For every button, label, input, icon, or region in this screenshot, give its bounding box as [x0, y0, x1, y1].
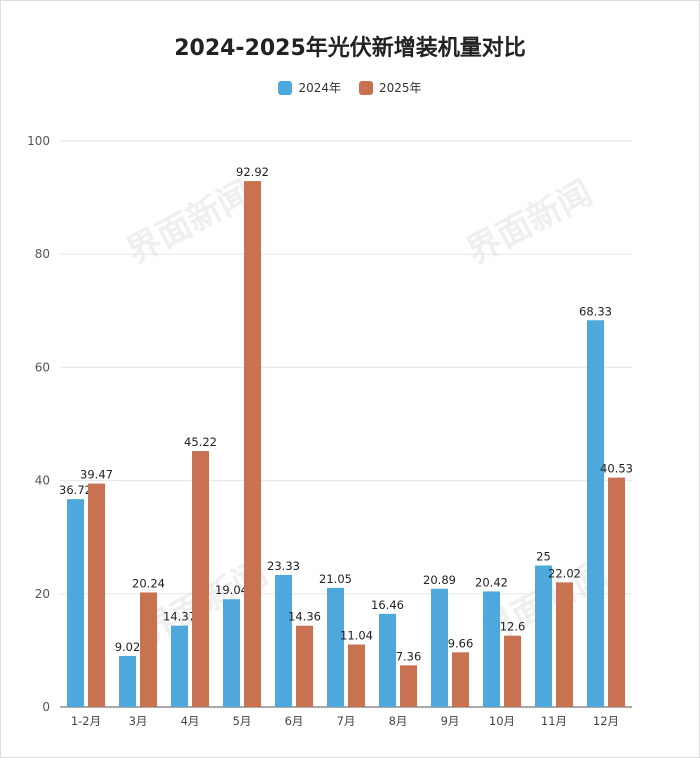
x-tick-label-9: 11月	[541, 714, 567, 728]
y-tick-label-1: 20	[35, 587, 50, 601]
data-label-2025-9: 22.02	[548, 566, 581, 580]
data-label-2025-2: 45.22	[184, 435, 217, 449]
x-tick-label-2: 4月	[181, 714, 200, 728]
x-tick-label-10: 12月	[593, 714, 619, 728]
bar-2024-3[interactable]	[223, 599, 240, 707]
bar-2024-1[interactable]	[119, 655, 136, 707]
bar-2025-2[interactable]	[192, 451, 209, 707]
x-tick-label-4: 6月	[285, 714, 304, 728]
data-label-2024-9: 25	[536, 550, 551, 564]
data-label-2024-6: 16.46	[371, 598, 404, 612]
x-tick-label-3: 5月	[233, 714, 252, 728]
bar-2024-8[interactable]	[483, 591, 500, 707]
y-tick-label-2: 40	[35, 474, 50, 488]
bar-2025-4[interactable]	[296, 625, 313, 707]
data-label-2025-8: 12.6	[500, 620, 526, 634]
legend-swatch-2024	[278, 80, 293, 95]
bar-2025-0[interactable]	[88, 483, 105, 707]
bar-2025-10[interactable]	[608, 477, 625, 707]
data-label-2024-10: 68.33	[579, 304, 612, 318]
x-tick-label-1: 3月	[129, 714, 148, 728]
y-tick-label-0: 0	[42, 700, 50, 714]
bar-2024-5[interactable]	[327, 587, 344, 707]
legend-swatch-2025	[359, 80, 373, 95]
x-tick-label-5: 7月	[337, 714, 356, 728]
bar-2025-6[interactable]	[400, 665, 417, 707]
bar-2025-1[interactable]	[140, 592, 157, 707]
y-tick-label-4: 80	[35, 247, 50, 261]
legend-item-2024[interactable]: 2024年	[278, 79, 341, 96]
bar-2025-5[interactable]	[348, 644, 365, 707]
data-label-2025-0: 39.47	[80, 468, 113, 482]
bar-2024-2[interactable]	[171, 625, 188, 707]
data-label-2025-10: 40.53	[600, 462, 633, 476]
bar-2025-8[interactable]	[504, 635, 521, 707]
bar-2024-0[interactable]	[67, 499, 84, 707]
y-tick-label-3: 60	[35, 360, 50, 374]
legend: 2024年 2025年	[0, 79, 700, 96]
x-tick-label-6: 8月	[389, 714, 408, 728]
data-label-2025-7: 9.66	[448, 636, 474, 650]
data-label-2025-1: 20.24	[132, 576, 165, 590]
legend-item-2025[interactable]: 2025年	[359, 79, 422, 96]
legend-label-2025: 2025年	[379, 81, 422, 95]
data-label-2025-4: 14.36	[288, 610, 321, 624]
data-label-2024-8: 20.42	[475, 575, 508, 589]
data-label-2024-7: 20.89	[423, 573, 456, 587]
x-tick-label-7: 9月	[441, 714, 460, 728]
bar-2025-3[interactable]	[244, 181, 261, 707]
data-label-2024-4: 23.33	[267, 559, 300, 573]
bar-2024-6[interactable]	[379, 613, 396, 707]
y-tick-label-5: 100	[27, 134, 50, 148]
bar-2024-7[interactable]	[431, 588, 448, 707]
data-label-2025-3: 92.92	[236, 165, 269, 179]
bar-2024-10[interactable]	[587, 320, 604, 707]
bar-2024-4[interactable]	[275, 574, 292, 707]
bar-2025-9[interactable]	[556, 582, 573, 707]
data-label-2025-6: 7.36	[396, 649, 422, 663]
data-label-2024-3: 19.04	[215, 583, 248, 597]
data-label-2024-5: 21.05	[319, 572, 352, 586]
data-label-2024-1: 9.02	[115, 640, 141, 654]
data-label-2024-2: 14.37	[163, 610, 196, 624]
legend-label-2024: 2024年	[298, 81, 341, 95]
x-tick-label-0: 1-2月	[71, 714, 101, 728]
x-tick-label-8: 10月	[489, 714, 515, 728]
bar-2025-7[interactable]	[452, 652, 469, 707]
data-label-2024-0: 36.72	[59, 483, 92, 497]
chart-title: 2024-2025年光伏新增装机量对比	[174, 36, 526, 61]
data-label-2025-5: 11.04	[340, 629, 373, 643]
bar-2024-9[interactable]	[535, 565, 552, 708]
